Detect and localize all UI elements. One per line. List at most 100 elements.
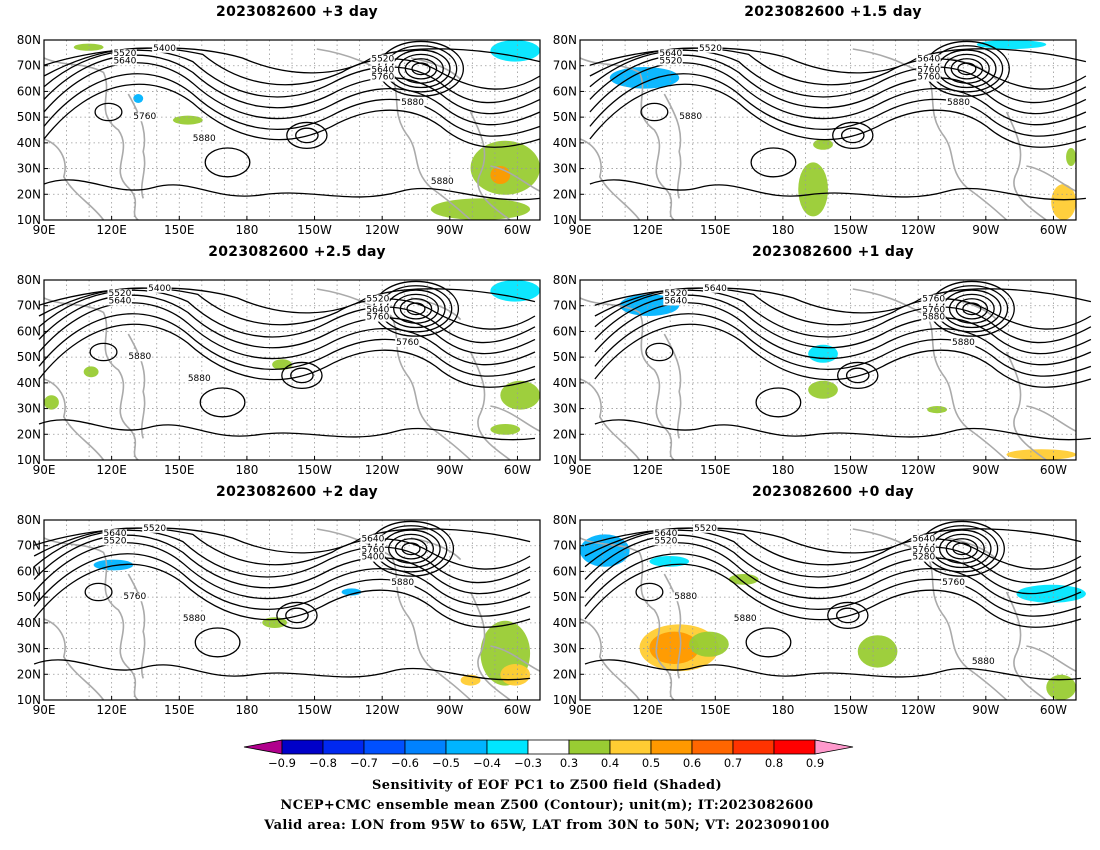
- closed-contour: [837, 361, 879, 390]
- x-tick-label: 180: [771, 223, 794, 237]
- colorbar-segment: [773, 739, 816, 755]
- contour-label: 5640: [108, 296, 131, 306]
- colorbar-min-triangle: [243, 739, 283, 755]
- y-tick-label: 40N: [553, 376, 577, 390]
- contour-label: 5640: [113, 56, 136, 66]
- colorbar-label: −0.8: [309, 756, 337, 770]
- y-tick-label: 70N: [553, 299, 577, 313]
- map-border: [43, 519, 541, 701]
- panel-title: 2023082600 +2.5 day: [208, 244, 386, 260]
- y-tick-label: 60N: [553, 324, 577, 338]
- contour-label-bg: [107, 296, 132, 306]
- contour-label: 5760: [361, 545, 384, 555]
- contour-label: 5640: [361, 535, 384, 545]
- x-tick-label: 150E: [700, 223, 731, 237]
- x-tick-label: 90E: [33, 703, 56, 717]
- y-tick-label: 20N: [553, 667, 577, 681]
- contour-label: 5880: [128, 352, 151, 362]
- y-tick-label: 30N: [553, 402, 577, 416]
- x-tick-label: 120E: [96, 463, 127, 477]
- y-tick-label: 70N: [553, 539, 577, 553]
- colorbar-label: 0.6: [683, 756, 701, 770]
- shaded-region: [813, 139, 833, 150]
- x-tick-label: 120W: [365, 703, 400, 717]
- colorbar-label: −0.4: [473, 756, 501, 770]
- coastline: [490, 165, 541, 192]
- colorbar-segment: [486, 739, 529, 755]
- y-tick-label: 10N: [17, 453, 41, 467]
- closed-contour: [397, 53, 444, 84]
- z500-contours: [43, 40, 541, 201]
- shaded-region: [490, 280, 540, 302]
- contour-label: 5880: [952, 338, 975, 348]
- x-tick-label: 150E: [164, 703, 195, 717]
- map-panel-6: 2023082600 +0 day 5520 5640 5520 5640 5760 52…: [536, 484, 1086, 717]
- closed-contour: [194, 627, 241, 658]
- y-tick-label: 20N: [17, 667, 41, 681]
- contour-label-bg: [370, 72, 395, 82]
- contour-label-bg: [911, 545, 936, 555]
- x-tick-label: 150W: [833, 463, 868, 477]
- y-tick-label: 50N: [17, 110, 41, 124]
- contour-line: [43, 179, 541, 201]
- coastline: [1026, 165, 1077, 192]
- contour-line: [584, 542, 1082, 606]
- contour-label-bg: [390, 577, 415, 587]
- y-tick-label: 80N: [553, 513, 577, 527]
- shaded-region: [83, 366, 99, 378]
- contour-label-bg: [370, 54, 395, 64]
- closed-contour: [840, 127, 865, 144]
- coastline: [579, 378, 641, 461]
- contour-label: 5880: [922, 313, 945, 323]
- x-tick-label: 150W: [833, 703, 868, 717]
- contour-label-bg: [370, 65, 395, 75]
- y-tick-label: 50N: [17, 350, 41, 364]
- contour-label: 5400: [148, 284, 171, 294]
- x-tick-label: 150W: [297, 703, 332, 717]
- y-tick-label: 10N: [17, 693, 41, 707]
- contour-label: 5760: [942, 578, 965, 588]
- y-tick-label: 60N: [17, 84, 41, 98]
- x-tick-label: 60W: [1040, 703, 1067, 717]
- x-tick-label: 90W: [972, 463, 999, 477]
- contour-line: [33, 529, 531, 584]
- closed-contour: [962, 302, 982, 316]
- shaded-region: [172, 115, 203, 125]
- y-tick-label: 30N: [17, 642, 41, 656]
- contour-label: 5520: [694, 524, 717, 534]
- y-tick-label: 70N: [17, 59, 41, 73]
- contour-label-bg: [181, 613, 207, 623]
- x-tick-label: 180: [235, 703, 258, 717]
- x-tick-label: 150W: [833, 223, 868, 237]
- shaded-region: [857, 635, 898, 668]
- x-tick-label: 120E: [96, 703, 127, 717]
- shaded-region: [1051, 184, 1076, 220]
- x-tick-label: 150W: [297, 463, 332, 477]
- colorbar-label: 0.5: [642, 756, 660, 770]
- x-tick-label: 120W: [365, 463, 400, 477]
- contour-label: 5640: [104, 529, 127, 539]
- caption-line-1: Sensitivity of EOF PC1 to Z500 field (Sh…: [371, 778, 723, 793]
- contour-label-bg: [911, 534, 936, 544]
- contour-label-bg: [142, 523, 167, 533]
- colorbar-segment: [363, 739, 406, 755]
- shaded-region: [73, 43, 104, 51]
- x-tick-label: 120W: [365, 223, 400, 237]
- contour-label: 5880: [188, 374, 211, 384]
- closed-contour: [199, 387, 246, 418]
- contour-line: [38, 294, 536, 355]
- map-border: [579, 39, 1077, 221]
- closed-contour: [957, 62, 977, 76]
- closed-contour: [401, 542, 421, 556]
- contour-line: [589, 83, 1087, 148]
- closed-contour: [832, 121, 874, 150]
- y-tick-label: 40N: [553, 136, 577, 150]
- contour-label: 5640: [371, 65, 394, 75]
- contour-label-bg: [916, 72, 941, 82]
- x-tick-label: 90E: [569, 463, 592, 477]
- map-panel-2: 2023082600 +1.5 day 5520 5640 5520 5640 5760…: [536, 4, 1087, 237]
- contour-label-bg: [365, 305, 390, 315]
- contour-label-bg: [951, 337, 976, 347]
- closed-contour: [276, 601, 318, 630]
